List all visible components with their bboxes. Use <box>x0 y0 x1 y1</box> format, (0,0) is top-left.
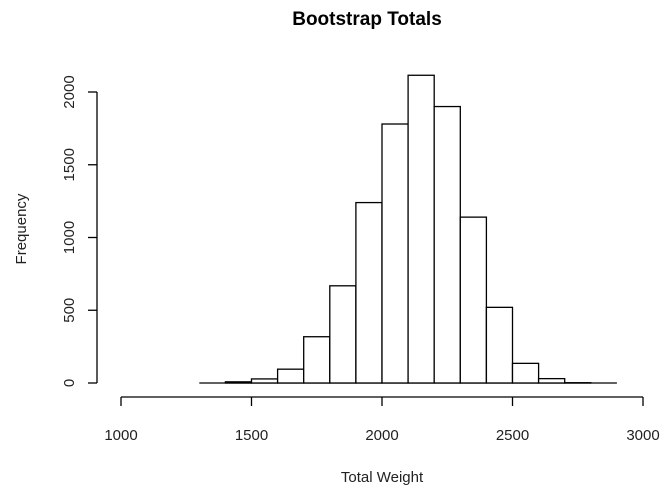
x-tick-label-3000: 3000 <box>626 427 659 444</box>
histogram-bar-1900-2000 <box>355 201 383 384</box>
chart-title: Bootstrap Totals <box>292 9 442 30</box>
histogram-bar-1400-1500 <box>224 381 253 384</box>
x-axis: 1000 1500 2000 2500 3000 <box>104 396 660 444</box>
histogram-bar-2200-2300 <box>433 105 461 384</box>
histogram-bar-2000-2100 <box>381 123 409 384</box>
x-tick-label-1500: 1500 <box>235 427 268 444</box>
y-axis-title: Frequency <box>13 193 30 264</box>
y-tick-label-1000: 1000 <box>61 221 78 254</box>
y-axis: 0 500 1000 1500 2000 <box>61 75 98 387</box>
y-tick-label-1500: 1500 <box>61 148 78 181</box>
x-tick-label-2000: 2000 <box>365 427 398 444</box>
y-tick-label-0: 0 <box>61 379 78 387</box>
x-axis-title: Total Weight <box>341 469 424 486</box>
x-tick-label-2500: 2500 <box>496 427 529 444</box>
histogram-bar-2100-2200 <box>407 74 435 384</box>
histogram-bar-2600-2700 <box>537 377 566 384</box>
bars-group <box>199 74 617 384</box>
histogram-bar-1500-1600 <box>250 378 279 384</box>
histogram-bar-1600-1700 <box>276 368 305 384</box>
histogram-bar-1700-1800 <box>303 336 331 384</box>
histogram-bar-2300-2400 <box>459 216 488 384</box>
y-tick-label-500: 500 <box>61 298 78 323</box>
histogram-bar-2400-2500 <box>485 306 514 384</box>
histogram-bar-2500-2600 <box>511 362 540 384</box>
y-tick-label-2000: 2000 <box>61 75 78 108</box>
histogram-bar-1800-1900 <box>329 285 357 384</box>
x-tick-label-1000: 1000 <box>104 427 137 444</box>
